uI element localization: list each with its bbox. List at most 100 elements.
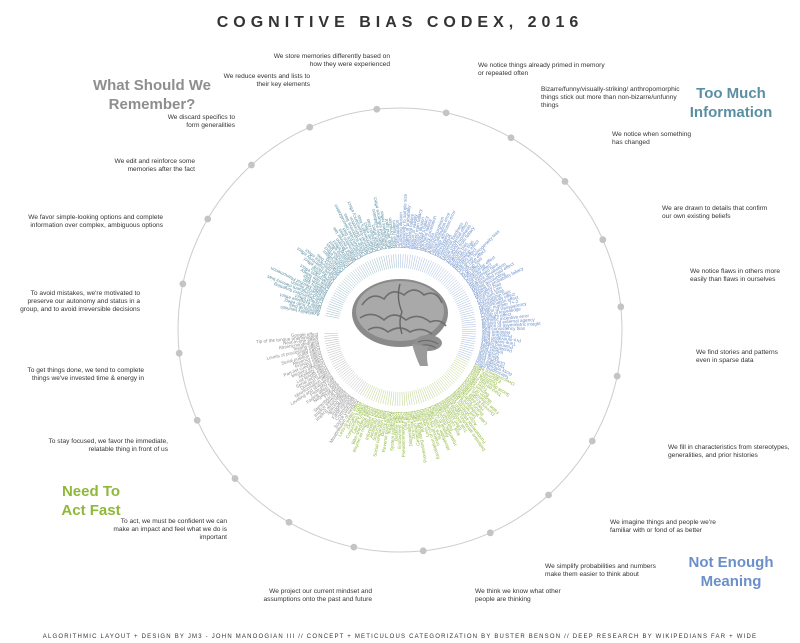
branch-line <box>452 289 465 298</box>
category-note: We favor simple-looking options and comp… <box>28 214 163 230</box>
branch-line <box>364 384 372 398</box>
branch-line <box>326 346 341 352</box>
branch-line <box>437 379 446 391</box>
bias-label: Bias blind spot <box>384 218 393 249</box>
branch-line <box>325 340 340 344</box>
branch-line <box>350 271 361 283</box>
category-note: We simplify probabilities and numbers ma… <box>545 563 656 579</box>
branch-line <box>377 389 383 403</box>
category-note: We reduce events and lists to their key … <box>223 73 310 89</box>
branch-line <box>413 390 418 405</box>
branch-line <box>461 319 476 322</box>
bias-label: Anecdotal fallacy <box>406 213 415 249</box>
bias-label: Reactance <box>387 411 394 434</box>
branch-line <box>452 363 465 372</box>
branch-line <box>459 346 474 352</box>
branch-line <box>432 382 440 396</box>
branch-line <box>410 255 414 269</box>
bias-label: Illusion of external agency <box>482 317 536 326</box>
branch-line <box>461 333 476 335</box>
branch-line <box>435 268 445 280</box>
category-dot <box>350 543 358 551</box>
branch-line <box>415 389 420 404</box>
branch-line <box>325 342 340 347</box>
branch-line <box>421 258 428 273</box>
bias-label: Neglect of probability <box>403 205 411 249</box>
branch-line <box>395 254 397 269</box>
outer-ring <box>177 107 623 553</box>
branch-line <box>455 358 468 365</box>
branch-line <box>329 352 343 359</box>
bias-label: Tip of the tongue phenomenon <box>256 334 319 344</box>
bias-label: Illusion of asymmetric insight <box>482 321 542 329</box>
category-dot <box>175 349 183 357</box>
branch-line <box>380 389 385 404</box>
bias-label: Unit bias <box>402 411 408 430</box>
branch-line <box>343 371 354 381</box>
branch-line <box>353 379 363 391</box>
category-note: We store memories differently based on h… <box>273 53 390 69</box>
branch-line <box>331 296 345 304</box>
branch-line <box>331 356 344 363</box>
branch-line <box>388 254 391 269</box>
bias-label: Recency illusion <box>414 216 426 250</box>
branch-line <box>382 390 387 405</box>
bias-label: Pessimism bias <box>479 343 512 354</box>
branch-line <box>360 382 368 395</box>
branch-line <box>418 257 423 271</box>
branch-line <box>414 256 418 270</box>
branch-line <box>461 335 476 337</box>
bias-label: Decoy effect <box>380 410 389 437</box>
branch-line <box>416 256 421 271</box>
category-dot <box>231 475 239 482</box>
bias-label: Absent-mindedness <box>278 339 320 350</box>
bias-label: Spotlight effect <box>481 311 512 320</box>
bias-label: Pareidolia <box>424 232 436 253</box>
branch-line <box>324 336 339 340</box>
bias-label: Endowment effect <box>397 411 402 448</box>
branch-line <box>406 254 409 269</box>
branch-line <box>461 321 476 324</box>
bias-label: Belief bias <box>364 406 376 428</box>
branch-line <box>445 277 456 288</box>
bias-label: Insensitivity to sample size <box>401 193 408 248</box>
branch-line <box>447 369 459 380</box>
quadrant-information-heading: Too Much Information <box>689 85 773 121</box>
branch-line <box>375 388 381 403</box>
bias-label: Impact bias <box>479 345 504 355</box>
branch-line <box>429 262 437 276</box>
branch-lines <box>324 254 476 407</box>
bias-label: Clustering illusion <box>398 212 403 248</box>
category-dot <box>617 303 625 311</box>
branch-line <box>335 363 348 372</box>
branch-line <box>333 292 347 300</box>
branch-line <box>332 294 346 302</box>
branch-line <box>324 338 339 342</box>
category-note: To stay focused, we favor the immediate,… <box>48 438 168 454</box>
branch-line <box>457 302 472 309</box>
branch-line <box>327 308 341 313</box>
bias-label: Generation effect <box>410 410 421 446</box>
quadrant-meaning-heading: Not Enough Meaning <box>688 554 774 590</box>
category-note: To get things done, we tend to complete … <box>27 367 144 383</box>
branch-line <box>460 311 474 316</box>
branch-line <box>330 354 344 361</box>
category-note: To avoid mistakes, we're motivated to pr… <box>20 290 140 314</box>
category-dot <box>613 372 621 380</box>
category-note: We think we know what other people are t… <box>475 588 561 604</box>
category-dot <box>588 437 596 445</box>
category-dot <box>204 215 212 223</box>
branch-line <box>461 326 476 328</box>
branch-line <box>455 295 469 303</box>
bias-label: System justification <box>389 411 397 451</box>
bias-label: Planning fallacy <box>480 340 513 350</box>
branch-line <box>368 386 375 400</box>
branch-line <box>455 356 469 363</box>
branch-line <box>378 256 384 271</box>
branch-line <box>340 282 352 292</box>
branch-line <box>461 339 476 342</box>
branch-line <box>373 388 379 402</box>
branch-line <box>441 375 452 387</box>
branch-line <box>381 256 385 270</box>
branch-line <box>461 337 476 340</box>
